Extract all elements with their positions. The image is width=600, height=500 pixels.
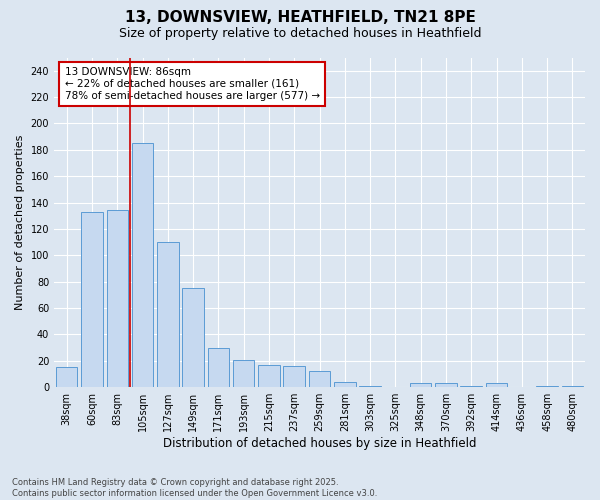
Bar bbox=[208, 348, 229, 387]
Bar bbox=[486, 384, 507, 387]
Bar bbox=[283, 366, 305, 387]
Bar bbox=[359, 386, 381, 387]
Bar bbox=[233, 360, 254, 387]
Text: Contains HM Land Registry data © Crown copyright and database right 2025.
Contai: Contains HM Land Registry data © Crown c… bbox=[12, 478, 377, 498]
Bar bbox=[536, 386, 558, 387]
Bar bbox=[562, 386, 583, 387]
Bar bbox=[107, 210, 128, 387]
Text: 13 DOWNSVIEW: 86sqm
← 22% of detached houses are smaller (161)
78% of semi-detac: 13 DOWNSVIEW: 86sqm ← 22% of detached ho… bbox=[65, 68, 320, 100]
Y-axis label: Number of detached properties: Number of detached properties bbox=[15, 134, 25, 310]
Bar bbox=[132, 143, 153, 387]
X-axis label: Distribution of detached houses by size in Heathfield: Distribution of detached houses by size … bbox=[163, 437, 476, 450]
Bar bbox=[157, 242, 179, 387]
Text: 13, DOWNSVIEW, HEATHFIELD, TN21 8PE: 13, DOWNSVIEW, HEATHFIELD, TN21 8PE bbox=[125, 10, 475, 25]
Bar bbox=[460, 386, 482, 387]
Bar bbox=[56, 368, 77, 387]
Bar bbox=[309, 372, 330, 387]
Bar bbox=[410, 384, 431, 387]
Bar bbox=[81, 212, 103, 387]
Bar bbox=[435, 384, 457, 387]
Bar bbox=[258, 365, 280, 387]
Text: Size of property relative to detached houses in Heathfield: Size of property relative to detached ho… bbox=[119, 28, 481, 40]
Bar bbox=[334, 382, 356, 387]
Bar bbox=[182, 288, 204, 387]
